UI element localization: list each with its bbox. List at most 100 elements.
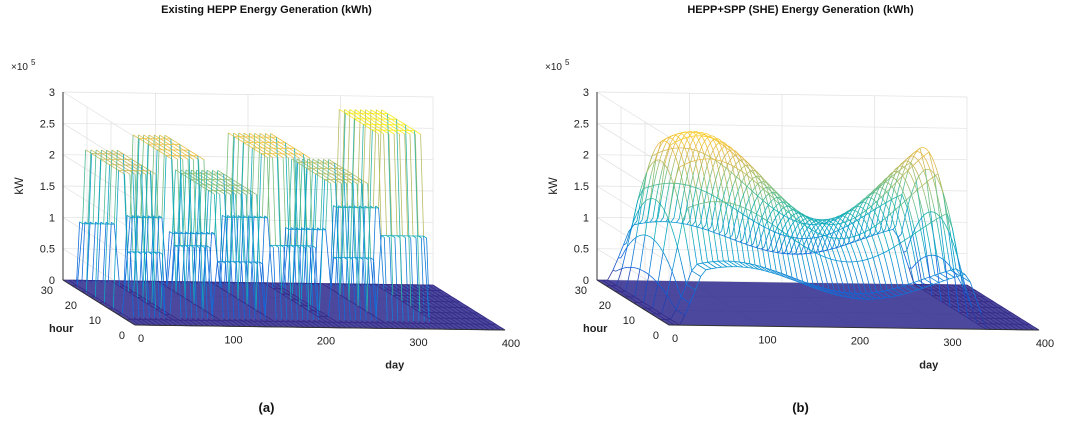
mesh-line [907,165,914,171]
mesh-line [678,140,682,149]
mesh-line [805,225,810,234]
mesh-line [784,205,789,208]
mesh-line [866,193,870,198]
mesh-line [862,202,867,211]
mesh-line [698,163,703,175]
mesh-line [269,286,274,289]
mesh-line [683,271,687,285]
grid-line [62,217,136,263]
mesh-line [144,321,149,324]
mesh-line [921,181,928,187]
mesh-line [753,220,760,225]
mesh-line [123,153,127,157]
mesh-line [888,246,895,251]
mesh-line [871,188,875,193]
mesh-line [899,272,904,287]
mesh-line [872,198,877,203]
mesh-line [920,229,924,245]
mesh-line [103,164,110,303]
mesh-line [452,319,457,323]
mesh-line [363,309,368,312]
mesh-line [684,131,688,136]
mesh-line [319,323,323,327]
mesh-line [138,134,142,138]
mesh-line [414,286,419,289]
mesh-line [119,160,123,164]
mesh-line [702,228,709,231]
mesh-line [839,291,846,294]
mesh-line [906,207,913,235]
mesh-line [238,132,243,136]
mesh-line [281,149,285,153]
x-tick-label: 400 [502,338,520,350]
z-tick-label: 3 [49,87,55,99]
mesh-line [654,279,659,284]
mesh-line [335,205,339,286]
mesh-line [716,197,723,202]
mesh-line [961,272,966,275]
z-exponent: 5 [565,58,570,67]
mesh-line [422,297,426,300]
mesh-line [454,314,458,317]
mesh-line [879,215,884,231]
mesh-line [750,243,754,247]
mesh-line [231,294,236,298]
mesh-line [908,282,914,285]
mesh-line [159,151,164,154]
mesh-line [908,209,913,221]
mesh-line [367,109,372,208]
mesh-line [188,149,193,153]
mesh-line [835,215,841,219]
grid-line [62,154,136,200]
mesh-line [174,156,178,160]
mesh-line [772,224,776,240]
mesh-line [798,238,802,246]
mesh-line [660,217,664,222]
mesh-line [893,166,900,172]
mesh-line [945,269,951,273]
mesh-line [718,200,723,215]
mesh-line [455,308,460,312]
mesh-line [166,286,171,290]
mesh-line [823,222,827,227]
mesh-line [820,226,824,232]
mesh-line [176,231,181,284]
mesh-line [668,264,673,272]
mesh-line [788,235,792,250]
mesh-line [180,169,184,173]
mesh-line [389,237,393,322]
mesh-line [725,161,730,169]
mesh-line [792,221,797,232]
mesh-line [840,212,847,217]
mesh-line [356,323,360,327]
mesh-line [655,141,662,161]
mesh-line [818,286,825,289]
mesh-line [789,276,794,280]
mesh-line [896,232,900,244]
mesh-line [605,281,609,285]
mesh-line [892,225,897,230]
mesh-line [949,230,954,251]
mesh-line [993,301,998,305]
mesh-line [904,167,909,171]
mesh-line [329,205,334,286]
mesh-line [668,184,675,220]
mesh-line [930,218,937,223]
mesh-line [825,256,831,260]
mesh-line [438,314,442,317]
mesh-line [81,221,86,283]
mesh-line [370,257,377,318]
mesh-line [935,255,942,302]
mesh-line [232,179,239,299]
mesh-line [131,159,138,298]
mesh-line [885,296,892,299]
mesh-line [733,176,737,185]
mesh-line [872,255,879,258]
mesh-line [841,217,845,224]
mesh-line [737,210,744,215]
mesh-line [352,259,356,321]
mesh-line [758,269,765,271]
mesh-line [468,307,473,310]
mesh-line [687,207,692,226]
mesh-line [778,208,783,213]
